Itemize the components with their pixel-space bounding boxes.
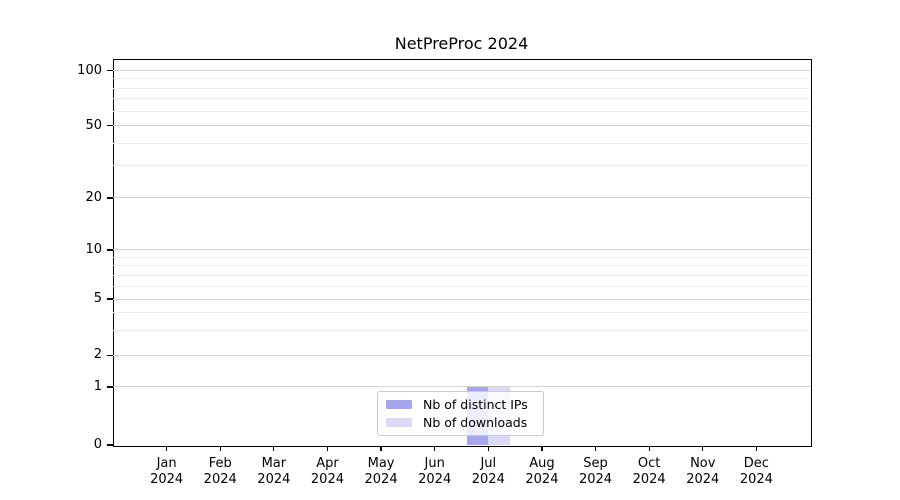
x-tick-label-year: 2024 — [257, 472, 291, 487]
y-tick-label: 10 — [85, 241, 102, 257]
x-tick-label-month: Feb — [208, 456, 232, 471]
x-tick-label: May 2024 — [351, 456, 411, 488]
y-gridline-major — [113, 125, 810, 126]
x-tick-mark — [273, 446, 275, 451]
x-tick-mark — [326, 446, 329, 451]
y-tick-mark — [107, 69, 113, 72]
y-gridline-major — [113, 298, 810, 300]
x-tick-label-month: Mar — [261, 456, 287, 471]
x-tick-mark — [166, 446, 168, 451]
legend-entry-distinct-ips: Nb of distinct IPs — [378, 397, 543, 412]
x-tick-label-year: 2024 — [203, 472, 237, 487]
x-tick-label-year: 2024 — [418, 472, 452, 487]
y-tick-label: 5 — [93, 291, 102, 306]
x-tick-label-month: Nov — [690, 456, 716, 471]
y-tick-mark — [107, 298, 113, 300]
x-tick-mark — [594, 446, 597, 451]
x-tick-label: Jan 2024 — [137, 456, 197, 488]
x-tick-label-month: Oct — [637, 456, 661, 471]
legend-swatch-downloads — [386, 417, 412, 427]
x-tick-mark — [541, 446, 543, 451]
x-tick-mark — [434, 446, 436, 451]
x-tick-label-year: 2024 — [310, 472, 344, 487]
x-tick-label-year: 2024 — [578, 472, 613, 487]
x-tick-label-month: Dec — [743, 456, 769, 471]
x-tick-label: Oct 2024 — [619, 456, 679, 488]
x-tick-label: Nov 2024 — [673, 456, 733, 488]
legend-label-distinct-ips: Nb of distinct IPs — [423, 397, 528, 413]
y-tick-mark — [107, 197, 113, 199]
y-gridline-major — [113, 386, 810, 388]
x-tick-label-year: 2024 — [686, 472, 720, 487]
legend: Nb of distinct IPs Nb of downloads — [377, 391, 544, 436]
y-gridline-minor — [113, 265, 810, 267]
x-tick-label-month: Jul — [480, 456, 497, 471]
x-tick-mark — [219, 446, 221, 451]
x-tick-label-month: Jun — [424, 456, 445, 471]
y-gridline-minor — [113, 312, 810, 314]
x-tick-mark — [702, 446, 704, 451]
x-tick-label: Mar 2024 — [244, 456, 304, 488]
y-gridline-minor — [113, 165, 810, 167]
y-gridline-minor — [113, 78, 810, 80]
chart-title: NetPreProc 2024 — [394, 34, 529, 53]
x-tick-label: Apr 2024 — [297, 456, 357, 488]
y-tick-label: 20 — [85, 189, 102, 205]
y-gridline-minor — [113, 110, 810, 112]
x-tick-mark — [380, 446, 382, 451]
x-tick-label-month: May — [367, 456, 395, 471]
x-tick-label-year: 2024 — [525, 472, 559, 487]
x-tick-label-year: 2024 — [632, 472, 666, 487]
x-tick-label: Jun 2024 — [405, 456, 465, 488]
y-tick-mark — [107, 444, 113, 446]
y-gridline-minor — [113, 98, 810, 100]
y-gridline-minor — [113, 256, 810, 258]
x-tick-mark — [648, 446, 650, 451]
y-tick-mark — [107, 124, 113, 127]
x-tick-label-month: Aug — [529, 456, 555, 471]
x-tick-label-year: 2024 — [739, 472, 773, 487]
x-tick-label-month: Jan — [156, 456, 177, 471]
legend-swatch-distinct-ips — [386, 400, 412, 410]
y-tick-label: 0 — [93, 437, 102, 452]
plot-area — [113, 59, 812, 447]
x-tick-mark — [487, 446, 489, 451]
x-tick-mark — [755, 446, 757, 451]
y-gridline-minor — [113, 329, 810, 331]
y-gridline-minor — [113, 274, 810, 276]
y-tick-mark — [107, 354, 113, 357]
x-tick-label-year: 2024 — [150, 472, 184, 487]
y-gridline-minor — [113, 285, 810, 287]
x-tick-label: Feb 2024 — [190, 456, 250, 488]
y-tick-label: 1 — [93, 378, 102, 394]
legend-label-downloads: Nb of downloads — [423, 414, 528, 430]
y-gridline-major — [113, 249, 810, 251]
y-gridline-major — [113, 197, 810, 199]
y-gridline-minor — [113, 142, 810, 144]
y-tick-label: 50 — [85, 117, 102, 133]
x-tick-label: Sep 2024 — [566, 456, 626, 488]
y-gridline-minor — [113, 87, 810, 89]
legend-entry-downloads: Nb of downloads — [378, 415, 543, 430]
x-tick-label-year: 2024 — [471, 472, 505, 487]
x-tick-label-month: Apr — [316, 456, 339, 471]
x-tick-label: Dec 2024 — [726, 456, 786, 488]
y-gridline-major — [113, 354, 810, 356]
y-tick-label: 2 — [93, 347, 102, 363]
y-tick-mark — [107, 249, 113, 251]
y-tick-mark — [107, 386, 113, 388]
x-tick-label-month: Sep — [583, 456, 608, 471]
x-tick-label-year: 2024 — [364, 472, 398, 487]
y-tick-label: 100 — [77, 62, 102, 78]
x-tick-label: Jul 2024 — [458, 456, 518, 488]
y-gridline-major — [113, 70, 810, 71]
x-tick-label: Aug 2024 — [512, 456, 572, 488]
